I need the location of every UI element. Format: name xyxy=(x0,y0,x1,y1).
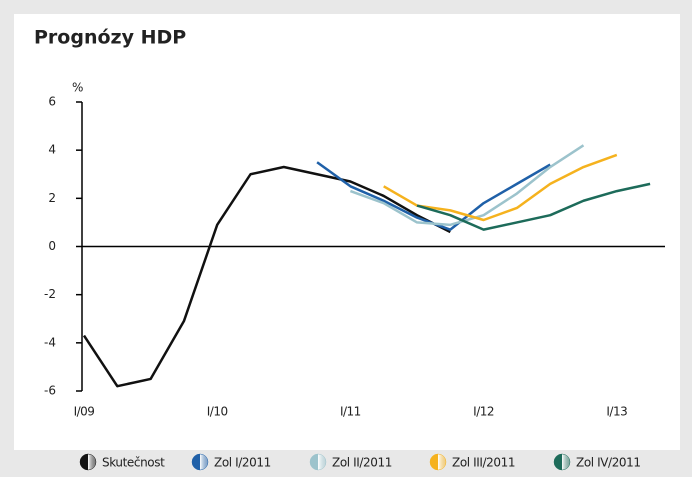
y-axis-label: % xyxy=(72,81,83,95)
legend-swatch xyxy=(191,453,209,471)
y-tick-label: -6 xyxy=(44,384,56,398)
series-line xyxy=(349,144,585,227)
legend-label: Zol III/2011 xyxy=(452,456,515,470)
plot-panel xyxy=(14,14,680,450)
x-tick-label: I/10 xyxy=(207,405,228,419)
series-line xyxy=(82,165,451,388)
series-line xyxy=(416,182,651,231)
legend-swatch xyxy=(553,453,571,471)
x-tick-label: I/13 xyxy=(606,405,627,419)
x-tick-label: I/11 xyxy=(340,405,361,419)
y-tick-label: 0 xyxy=(48,239,56,253)
legend-swatch xyxy=(429,453,447,471)
legend-label: Zol I/2011 xyxy=(214,456,271,470)
chart-title: Prognózy HDP xyxy=(34,27,186,49)
legend-swatch xyxy=(309,453,327,471)
legend-swatch xyxy=(79,453,97,471)
y-tick-label: 4 xyxy=(48,143,56,157)
x-tick-label: I/12 xyxy=(473,405,494,419)
y-tick-label: -4 xyxy=(44,335,56,349)
legend-label: Skutečnost xyxy=(102,456,165,470)
y-tick-label: 6 xyxy=(48,95,56,109)
legend-label: Zol II/2011 xyxy=(332,456,392,470)
y-tick-label: -2 xyxy=(44,287,56,301)
legend-label: Zol IV/2011 xyxy=(576,456,641,470)
y-tick-label: 2 xyxy=(48,191,56,205)
x-tick-label: I/09 xyxy=(74,405,95,419)
